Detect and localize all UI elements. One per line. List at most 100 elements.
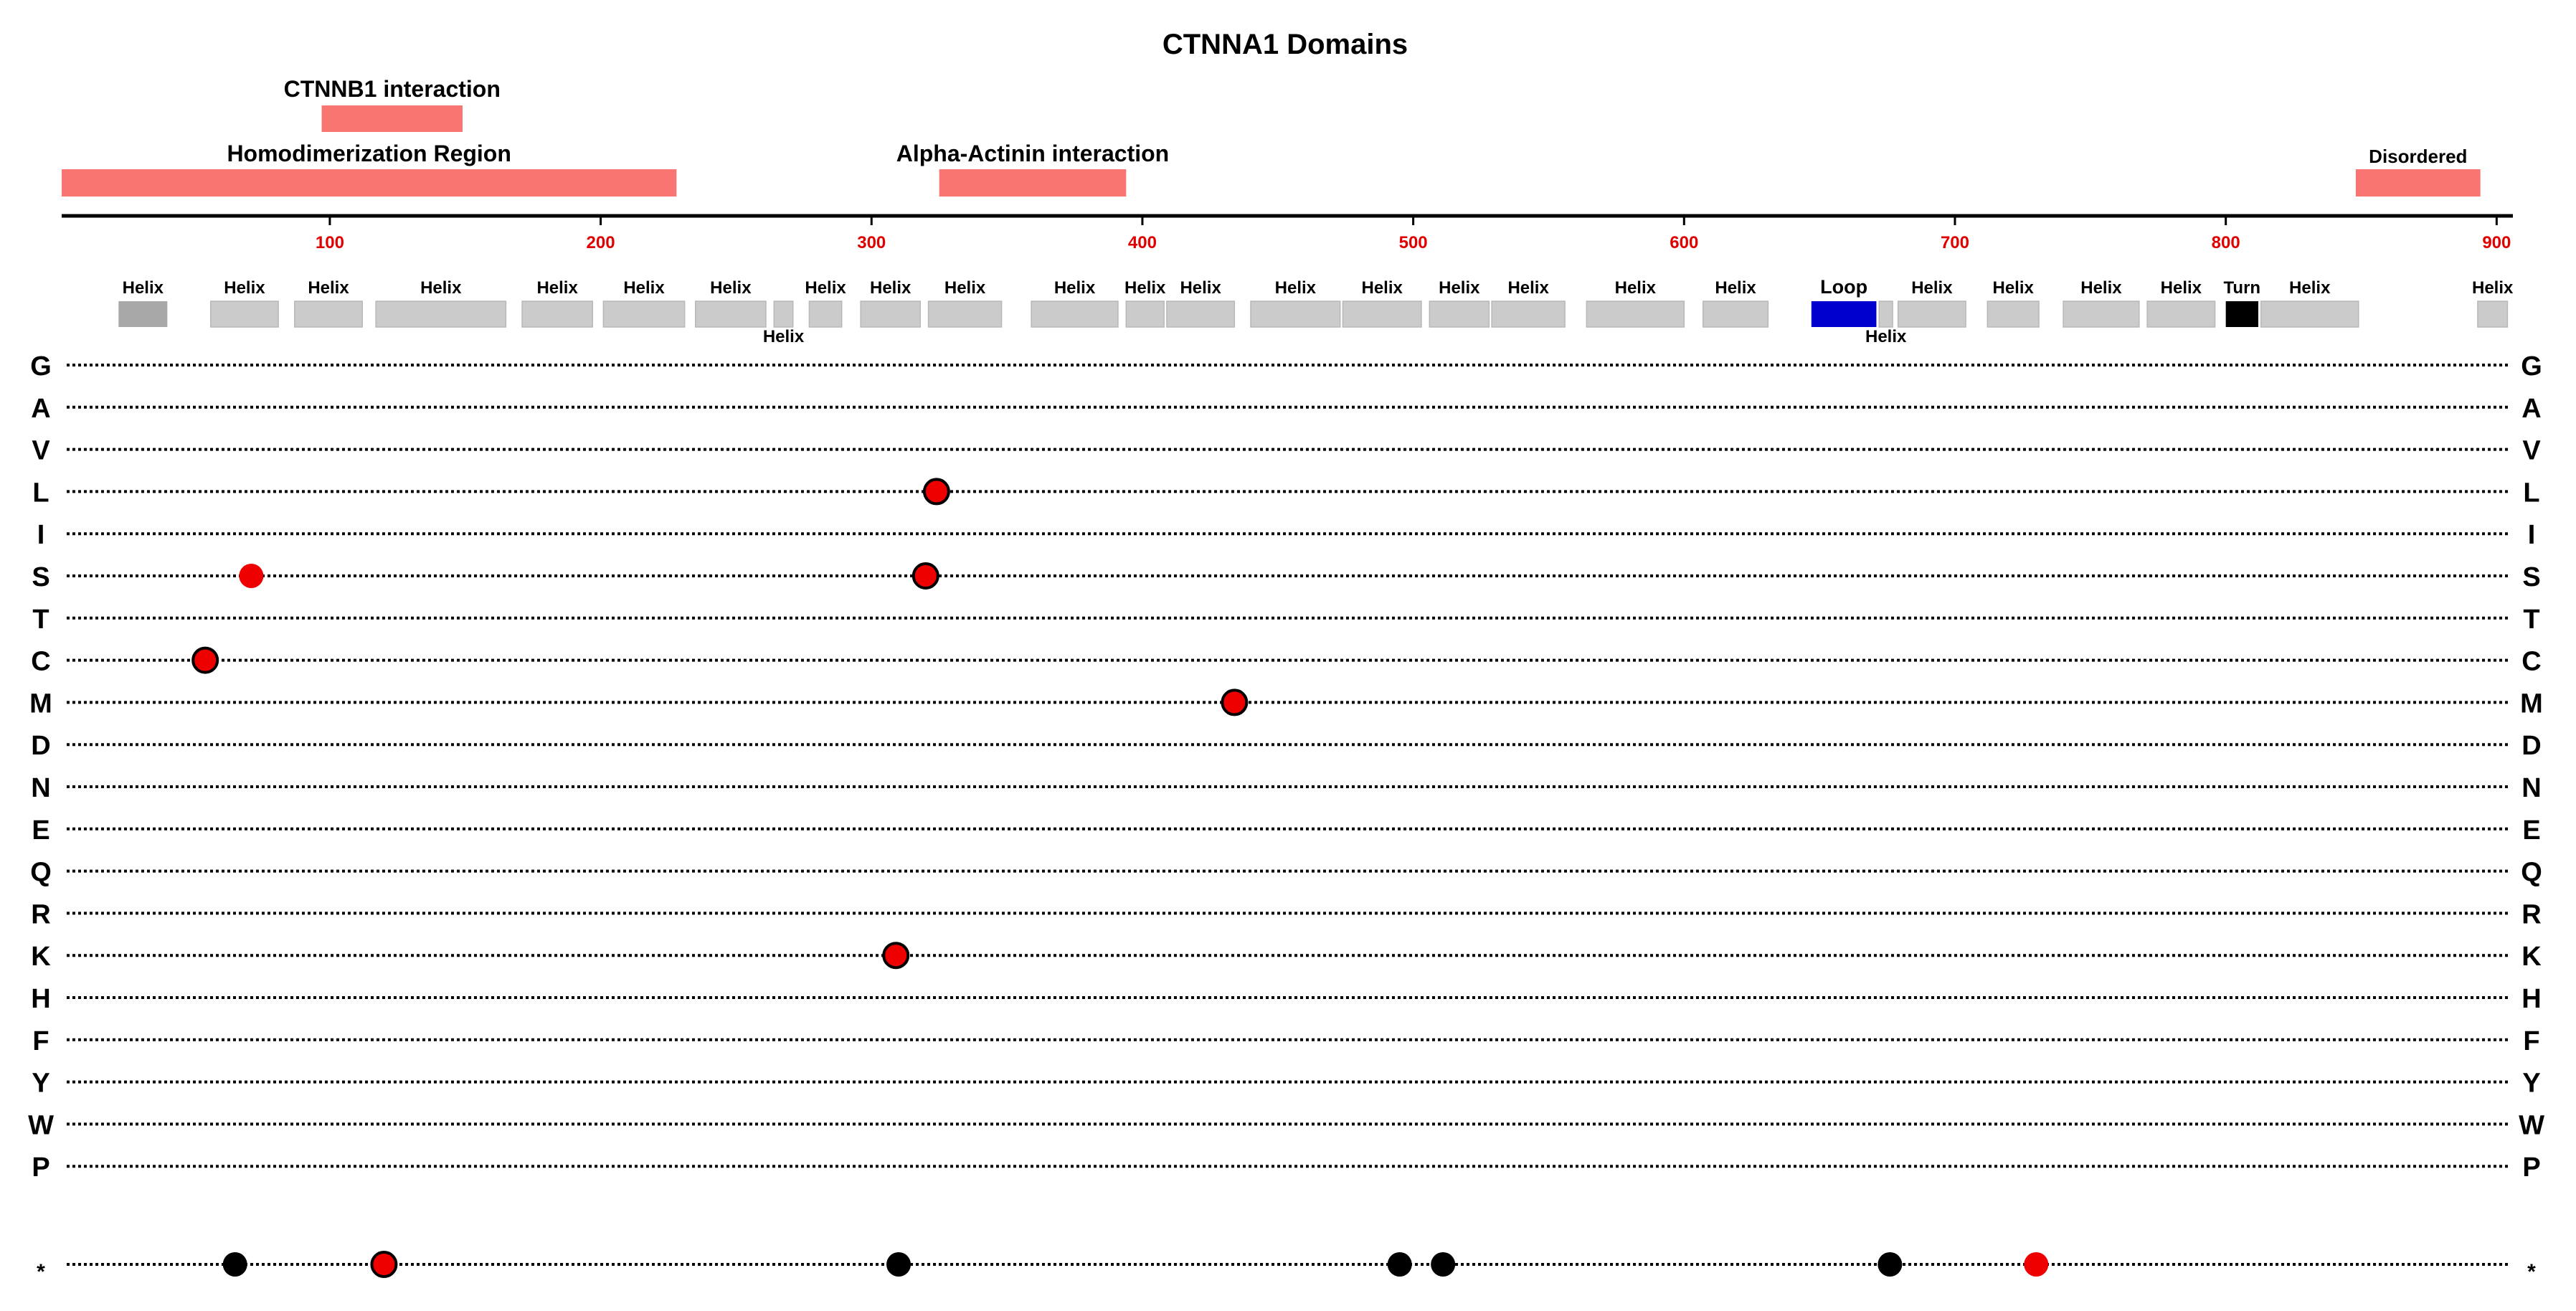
- helix-feature-bar: [695, 300, 767, 328]
- residue-label-right: Q: [2521, 858, 2542, 888]
- residue-label-left: V: [32, 436, 50, 466]
- axis-tick-label: 500: [1399, 233, 1428, 252]
- residue-label-right: I: [2528, 520, 2536, 550]
- residue-label-left: T: [32, 605, 49, 635]
- helix-feature-bar: [209, 300, 279, 328]
- residue-label-left: Y: [32, 1069, 49, 1099]
- residue-label-left: *: [37, 1260, 45, 1284]
- helix-feature-label: Helix: [1865, 327, 1907, 346]
- region-label: CTNNB1 interaction: [284, 76, 501, 102]
- residue-label-right: P: [2522, 1153, 2540, 1183]
- helix_dark-feature-bar: [118, 301, 168, 327]
- helix-feature-bar: [1702, 300, 1769, 328]
- helix-feature-bar: [1125, 300, 1165, 328]
- region-bar: [321, 105, 463, 132]
- region-label: Disordered: [2369, 146, 2467, 167]
- residue-label-right: S: [2522, 562, 2540, 592]
- helix-feature-label: Helix: [2080, 278, 2122, 298]
- mutation-marker: [2024, 1252, 2049, 1277]
- residue-label-left: I: [37, 520, 45, 550]
- helix-feature-bar: [1586, 300, 1685, 328]
- residue-label-right: H: [2521, 984, 2541, 1014]
- axis-tick-label: 400: [1128, 233, 1157, 252]
- residue-label-right: E: [2522, 815, 2540, 846]
- helix-feature-label: Helix: [308, 278, 349, 298]
- helix-feature-bar: [1031, 300, 1119, 328]
- sequence-axis-ticks: 100 200 300 400 500 600 700 800 900: [316, 216, 2511, 252]
- residue-label-right: C: [2521, 647, 2541, 677]
- residue-label-right: L: [2523, 478, 2539, 508]
- residue-label-right: K: [2521, 942, 2542, 972]
- mutation-marker: [370, 1251, 398, 1278]
- helix-feature-bar: [1897, 300, 1966, 328]
- helix-feature-label: Helix: [805, 278, 846, 298]
- helix-feature-label: Helix: [1362, 278, 1403, 298]
- residue-label-left: N: [31, 773, 50, 803]
- residue-label-left: R: [31, 899, 50, 929]
- mutation-marker: [1387, 1252, 1412, 1277]
- residue-label-left: Q: [30, 858, 52, 888]
- helix-feature-label: Helix: [1715, 278, 1756, 298]
- residue-label-left: P: [32, 1153, 49, 1183]
- helix-feature-label: Helix: [2472, 278, 2514, 298]
- helix-feature-bar: [1987, 300, 2040, 328]
- helix-feature-bar: [294, 300, 363, 328]
- helix-feature-label: Helix: [224, 278, 265, 298]
- axis-tick-label: 100: [316, 233, 344, 252]
- mutation-marker: [886, 1252, 911, 1277]
- region-bar: [2355, 169, 2481, 197]
- helix-feature-label: Helix: [1124, 278, 1166, 298]
- mutation-marker: [922, 478, 950, 506]
- helix-feature-label: Helix: [1992, 278, 2034, 298]
- helix-feature-bar: [773, 300, 794, 328]
- helix-feature-bar: [1878, 300, 1893, 328]
- helix-feature-label: Helix: [2161, 278, 2202, 298]
- loop-feature-bar: [1811, 301, 1877, 327]
- turn-feature-label: Turn: [2224, 278, 2261, 298]
- helix-feature-label: Helix: [1439, 278, 1480, 298]
- mutation-marker: [882, 942, 910, 970]
- residue-label-right: V: [2522, 436, 2541, 466]
- helix-feature-bar: [2260, 300, 2359, 328]
- helix-feature-label: Helix: [944, 278, 986, 298]
- helix-feature-bar: [1166, 300, 1236, 328]
- residue-label-left: W: [28, 1110, 54, 1140]
- helix-feature-bar: [1342, 300, 1422, 328]
- helix-feature-label: Helix: [1911, 278, 1953, 298]
- region-bar: [939, 169, 1127, 197]
- helix-feature-label: Helix: [710, 278, 752, 298]
- residue-label-right: W: [2519, 1110, 2544, 1140]
- helix-feature-label: Helix: [870, 278, 911, 298]
- residue-label-left: G: [30, 351, 52, 382]
- axis-tick-label: 300: [857, 233, 886, 252]
- region-bar: [62, 169, 677, 197]
- helix-feature-label: Helix: [2289, 278, 2331, 298]
- axis-tick-label: 600: [1670, 233, 1698, 252]
- mutation-marker: [239, 564, 264, 588]
- helix_dark-feature-label: Helix: [123, 278, 164, 298]
- helix-feature-bar: [808, 300, 843, 328]
- residue-label-left: F: [32, 1026, 49, 1056]
- mutation-marker: [1877, 1252, 1903, 1277]
- helix-feature-label: Helix: [1275, 278, 1317, 298]
- turn-feature-bar: [2225, 301, 2258, 327]
- loop-feature-label: Loop: [1820, 276, 1867, 298]
- helix-feature-bar: [1491, 300, 1566, 328]
- helix-feature-label: Helix: [623, 278, 665, 298]
- residue-label-right: G: [2521, 351, 2542, 382]
- residue-label-right: N: [2521, 773, 2541, 803]
- helix-feature-label: Helix: [1507, 278, 1549, 298]
- mutation-marker: [911, 562, 939, 590]
- figure-title: CTNNA1 Domains: [1162, 29, 1408, 60]
- residue-label-right: R: [2521, 899, 2541, 929]
- helix-feature-bar: [1429, 300, 1490, 328]
- residue-label-right: Y: [2522, 1069, 2540, 1099]
- helix-feature-label: Helix: [420, 278, 462, 298]
- axis-tick-label: 700: [1941, 233, 1969, 252]
- helix-feature-label: Helix: [536, 278, 578, 298]
- residue-label-left: S: [32, 562, 49, 592]
- helix-feature-bar: [2477, 300, 2509, 328]
- axis-tick-label: 900: [2482, 233, 2511, 252]
- axis-tick-label: 800: [2212, 233, 2240, 252]
